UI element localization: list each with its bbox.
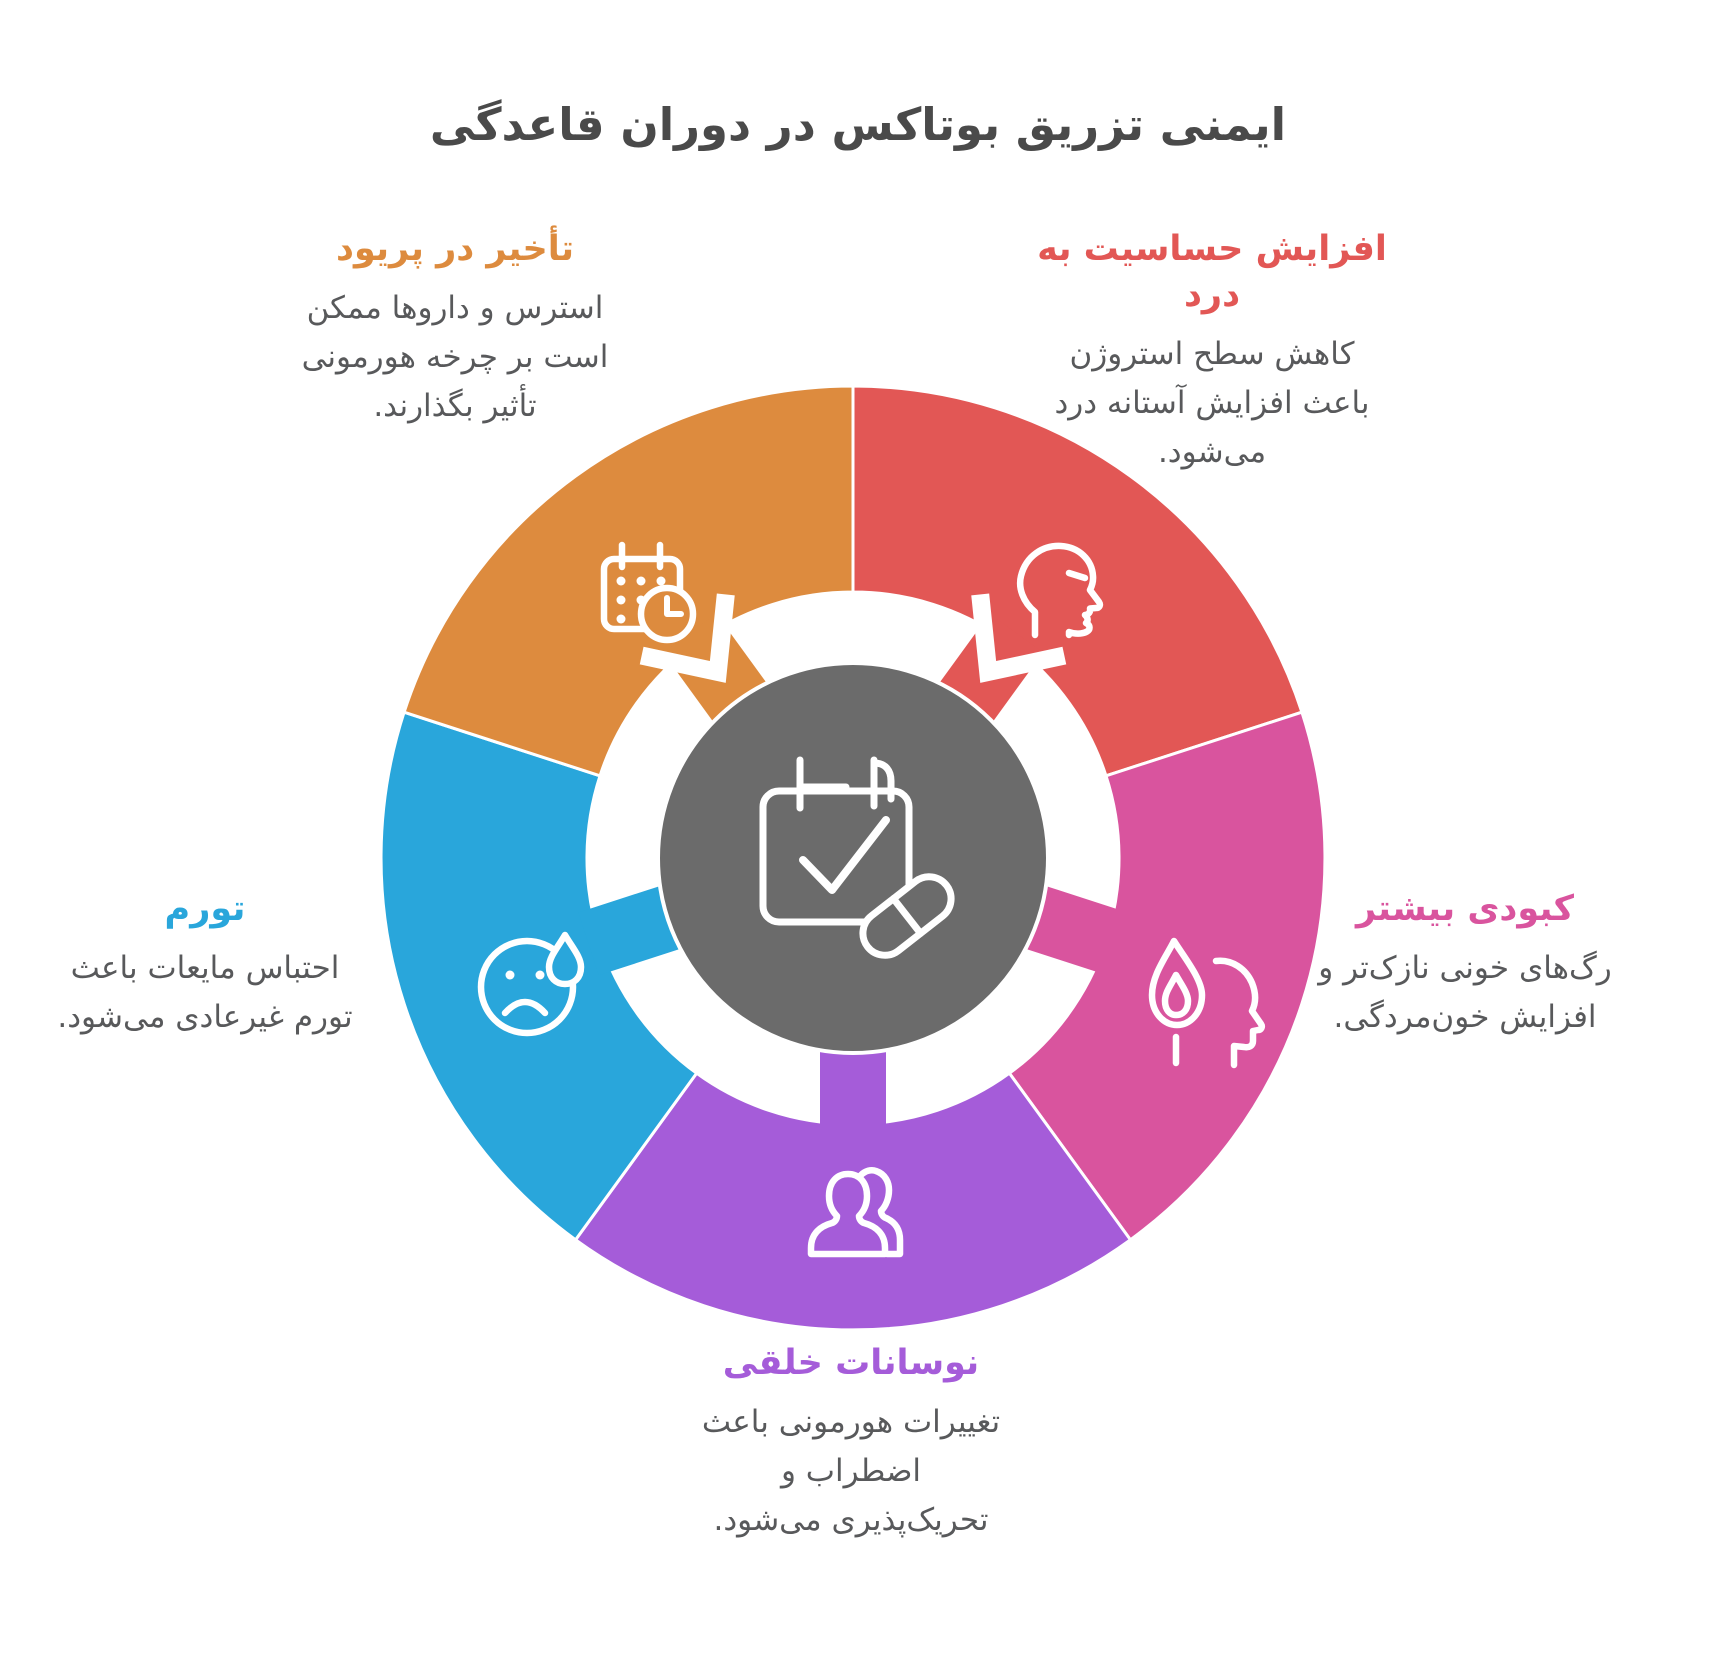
label-block-pain-sensitivity: افزایش حساسیت به درد کاهش سطح استروژن با… — [1012, 226, 1412, 477]
label-block-mood-swings: نوسانات خلقی تغییرات هورمونی باعث اضطراب… — [651, 1340, 1051, 1545]
label-block-period-delay: تأخیر در پریود استرس و داروها ممکن است ب… — [255, 226, 655, 431]
section-body: کاهش سطح استروژن باعث افزایش آستانه درد … — [1054, 336, 1370, 470]
calendar-dots — [616, 576, 666, 624]
connector-mood-swings — [820, 1050, 886, 1136]
calendar-clock-icon — [600, 541, 697, 644]
connector-period-delay — [639, 593, 767, 723]
section-body: احتباس مایعات باعث تورم غیرعادی می‌شود. — [57, 950, 353, 1035]
label-block-swelling: تورم احتباس مایعات باعث تورم غیرعادی می‌… — [10, 886, 400, 1042]
calendar-check-pill-icon — [759, 756, 955, 959]
label-block-bruising: کبودی بیشتر رگ‌های خونی نازک‌تر و افزایش… — [1270, 886, 1660, 1042]
segment-pain-sensitivity — [851, 384, 1304, 778]
section-body: تغییرات هورمونی باعث اضطراب و تحریک‌پذیر… — [701, 1404, 1001, 1538]
section-heading: نوسانات خلقی — [722, 1343, 980, 1383]
section-body: رگ‌های خونی نازک‌تر و افزایش خون‌مردگی. — [1318, 950, 1612, 1035]
section-heading: افزایش حساسیت به درد — [1037, 229, 1387, 315]
chevron-cut — [971, 593, 1067, 683]
section-heading: تورم — [164, 889, 246, 929]
face-eyes — [505, 970, 545, 980]
hot-flash-head-icon — [1148, 937, 1266, 1069]
connector-swelling — [578, 885, 681, 976]
chevron-cut — [639, 593, 735, 683]
two-users-icon — [807, 1166, 904, 1258]
connector-bruising — [1025, 885, 1128, 976]
segment-period-delay — [402, 384, 855, 778]
section-heading: کبودی بیشتر — [1356, 889, 1574, 929]
sad-face-sweat-icon — [477, 931, 585, 1037]
head-profile-icon — [1016, 542, 1104, 639]
segment-bruising — [1007, 710, 1327, 1242]
page-title: ایمنی تزریق بوتاکس در دوران قاعدگی — [429, 98, 1287, 151]
segment-mood-swings — [573, 1071, 1133, 1332]
section-heading: تأخیر در پریود — [335, 229, 574, 269]
connector-pain-sensitivity — [939, 593, 1067, 723]
section-body: استرس و داروها ممکن است بر چرخه هورمونی … — [301, 290, 609, 424]
